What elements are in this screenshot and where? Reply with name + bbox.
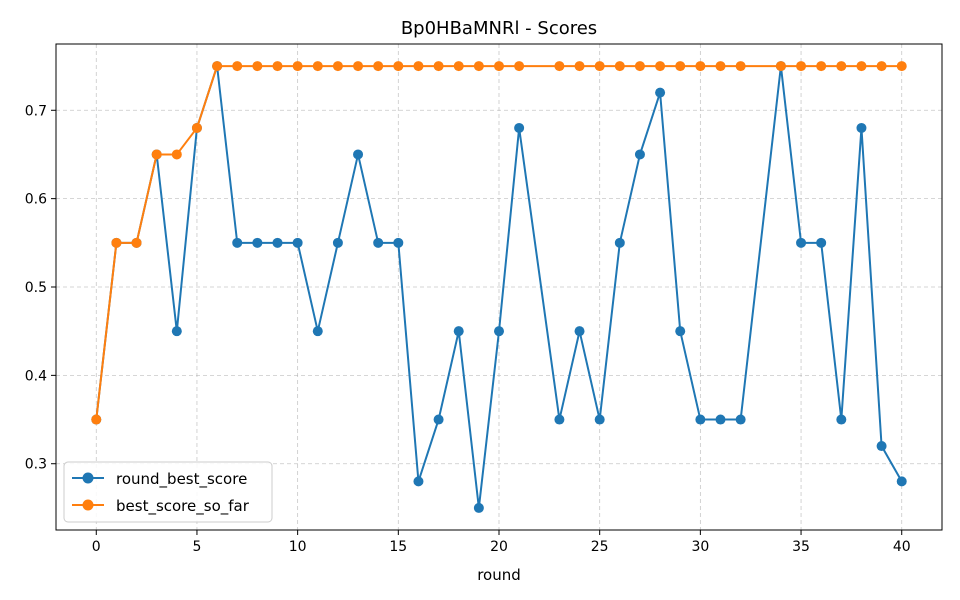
data-point-round-best-score [272,237,283,248]
data-point-round-best-score [695,414,706,425]
data-point-best-score-so-far [634,61,645,72]
data-point-round-best-score [836,414,847,425]
data-point-best-score-so-far [111,237,122,248]
data-point-best-score-so-far [91,414,102,425]
series-layer [91,61,907,513]
data-point-round-best-score [675,326,686,337]
data-point-round-best-score [433,414,444,425]
chart-title: Bp0HBaMNRl - Scores [401,18,597,39]
x-tick-label: 30 [691,539,709,555]
y-tick-label: 0.4 [25,368,47,384]
x-tick-label: 10 [289,539,307,555]
data-point-round-best-score [232,237,243,248]
data-point-round-best-score [735,414,746,425]
data-point-best-score-so-far [896,61,907,72]
data-point-best-score-so-far [433,61,444,72]
data-point-best-score-so-far [191,122,202,133]
legend-label-best-score-so-far: best_score_so_far [116,497,250,516]
x-tick-label: 35 [792,539,810,555]
data-point-round-best-score [413,476,424,487]
data-point-best-score-so-far [514,61,525,72]
legend-marker-best-score-so-far [82,499,94,511]
data-point-best-score-so-far [393,61,404,72]
data-point-round-best-score [292,237,303,248]
data-point-round-best-score [856,122,867,133]
x-tick-label: 25 [591,539,609,555]
data-point-round-best-score [896,476,907,487]
data-point-best-score-so-far [212,61,223,72]
x-tick-label: 15 [389,539,407,555]
data-point-best-score-so-far [272,61,283,72]
data-point-round-best-score [554,414,565,425]
data-point-best-score-so-far [131,237,142,248]
x-axis-label: round [477,566,521,584]
data-point-best-score-so-far [373,61,384,72]
legend-box [63,461,273,523]
data-point-best-score-so-far [292,61,303,72]
data-point-round-best-score [594,414,605,425]
axis-ticks: 0 5 10 15 20 25 30 35 40 0.3 0.4 0.5 0.6 0.7 [25,103,911,555]
data-point-best-score-so-far [332,61,343,72]
data-point-best-score-so-far [675,61,686,72]
data-point-best-score-so-far [796,61,807,72]
data-point-best-score-so-far [574,61,585,72]
y-tick-label: 0.7 [25,103,47,119]
data-point-best-score-so-far [312,61,323,72]
data-point-round-best-score [796,237,807,248]
data-point-round-best-score [494,326,504,337]
data-point-best-score-so-far [232,61,243,72]
data-point-round-best-score [312,326,323,337]
data-point-round-best-score [876,441,887,452]
x-tick-label: 20 [490,539,508,555]
data-point-best-score-so-far [775,61,786,72]
data-point-best-score-so-far [494,61,504,72]
data-point-best-score-so-far [473,61,484,72]
data-point-best-score-so-far [695,61,706,72]
y-tick-label: 0.6 [25,192,47,208]
data-point-round-best-score [252,237,263,248]
data-point-round-best-score [614,237,625,248]
data-point-round-best-score [393,237,404,248]
grid [56,44,942,530]
data-point-round-best-score [171,326,182,337]
legend: round_best_score best_score_so_far [63,461,273,523]
data-point-round-best-score [373,237,384,248]
data-point-round-best-score [816,237,827,248]
x-tick-label: 40 [893,539,911,555]
data-point-best-score-so-far [715,61,726,72]
data-point-best-score-so-far [655,61,666,72]
data-point-best-score-so-far [594,61,605,72]
data-point-round-best-score [353,149,364,160]
data-point-round-best-score [634,149,645,160]
data-point-round-best-score [473,502,484,513]
data-point-best-score-so-far [816,61,827,72]
data-point-round-best-score [453,326,464,337]
data-point-best-score-so-far [614,61,625,72]
data-point-best-score-so-far [876,61,887,72]
data-point-round-best-score [514,122,525,133]
data-point-best-score-so-far [353,61,364,72]
y-tick-label: 0.5 [25,280,47,296]
data-point-best-score-so-far [413,61,424,72]
legend-marker-round-best-score [82,472,94,484]
data-point-best-score-so-far [453,61,464,72]
data-point-best-score-so-far [735,61,746,72]
y-tick-label: 0.3 [25,457,47,473]
data-point-best-score-so-far [836,61,847,72]
data-point-round-best-score [655,87,666,98]
data-point-best-score-so-far [252,61,263,72]
data-point-round-best-score [715,414,726,425]
x-tick-label: 5 [192,539,201,555]
data-point-best-score-so-far [171,149,182,160]
data-point-best-score-so-far [554,61,565,72]
data-point-round-best-score [332,237,343,248]
data-point-best-score-so-far [856,61,867,72]
legend-label-round-best-score: round_best_score [116,470,247,489]
data-point-round-best-score [574,326,585,337]
x-tick-label: 0 [92,539,101,555]
data-point-best-score-so-far [151,149,162,160]
